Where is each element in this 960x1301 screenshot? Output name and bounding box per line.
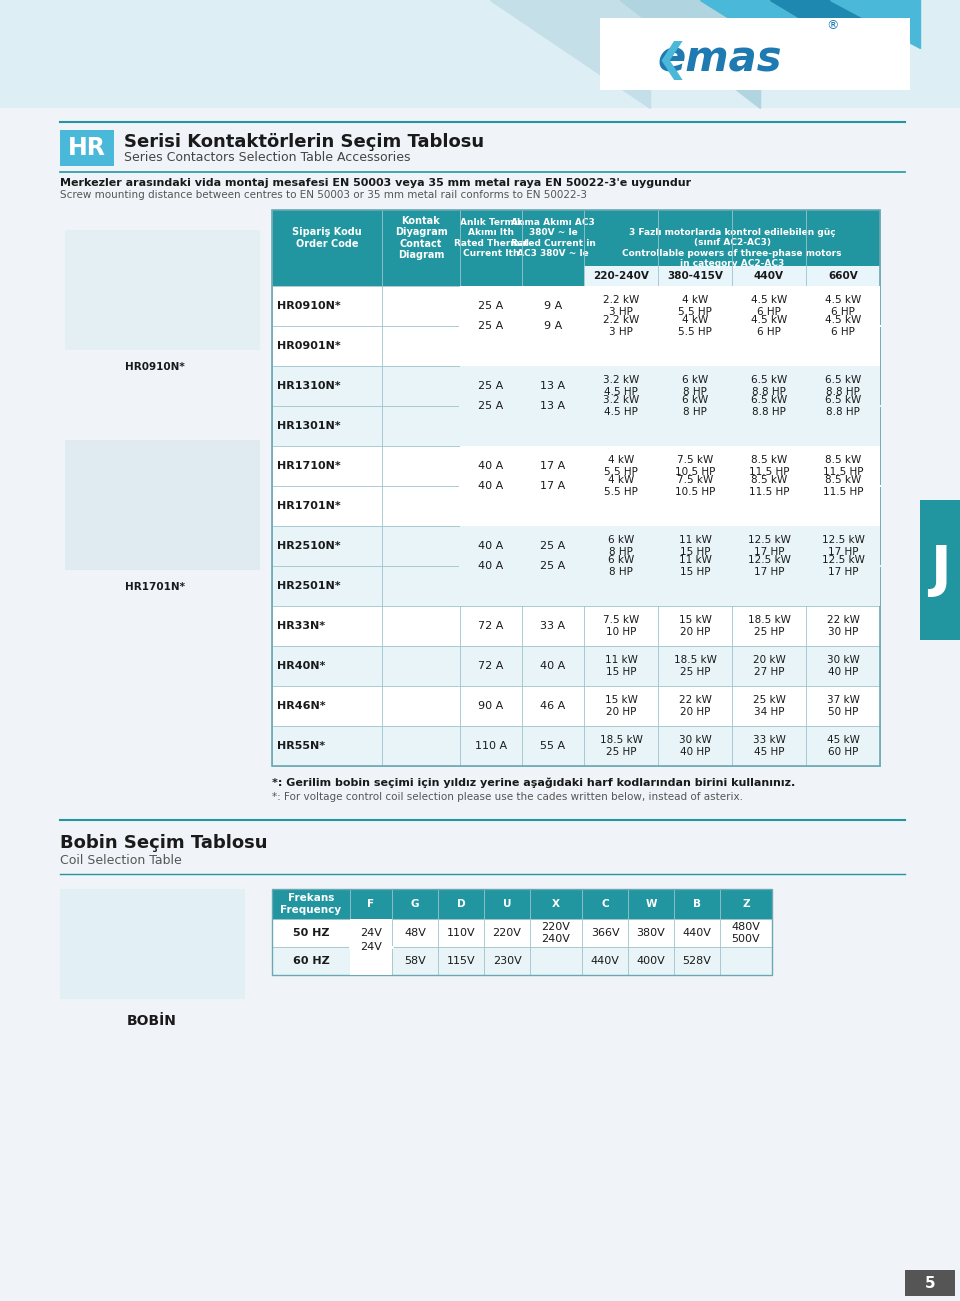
Text: 3 Fazlı motorlarda kontrol edilebilen güç
(sınıf AC2-AC3)
Controllable powers of: 3 Fazlı motorlarda kontrol edilebilen gü…: [622, 228, 842, 268]
Text: 18.5 kW
25 HP: 18.5 kW 25 HP: [674, 656, 716, 677]
Bar: [522, 526, 584, 606]
Text: 6 kW
8 HP: 6 kW 8 HP: [682, 375, 708, 397]
Text: W: W: [645, 899, 657, 909]
Text: HR2510N*: HR2510N*: [277, 541, 341, 552]
Bar: [522, 446, 584, 526]
Bar: [272, 209, 382, 265]
Bar: [732, 265, 806, 286]
Bar: [658, 446, 732, 526]
Text: 17 A: 17 A: [540, 481, 565, 490]
Bar: [0, 0, 960, 108]
Text: Merkezler arasındaki vida montaj mesafesi EN 50003 veya 35 mm metal raya EN 5002: Merkezler arasındaki vida montaj mesafes…: [60, 178, 691, 189]
Text: 11 kW
15 HP: 11 kW 15 HP: [679, 556, 711, 576]
Text: F: F: [368, 899, 374, 909]
Bar: [272, 406, 880, 446]
Bar: [806, 286, 880, 366]
Text: 30 kW
40 HP: 30 kW 40 HP: [827, 656, 859, 677]
Text: 12.5 kW
17 HP: 12.5 kW 17 HP: [748, 556, 790, 576]
Bar: [584, 286, 658, 366]
Bar: [522, 209, 584, 265]
Text: 4.5 kW
6 HP: 4.5 kW 6 HP: [751, 315, 787, 337]
Bar: [272, 487, 880, 526]
Text: HR0901N*: HR0901N*: [277, 341, 341, 351]
Text: 380V: 380V: [636, 928, 665, 938]
Text: 45 kW
60 HP: 45 kW 60 HP: [827, 735, 859, 757]
Text: 15 kW
20 HP: 15 kW 20 HP: [679, 615, 711, 636]
Polygon shape: [490, 0, 650, 108]
Bar: [272, 366, 880, 406]
Text: 9 A: 9 A: [544, 301, 563, 311]
Text: ®: ®: [826, 20, 838, 33]
Polygon shape: [700, 0, 820, 75]
Text: 2.2 kW
3 HP: 2.2 kW 3 HP: [603, 315, 639, 337]
Text: 8.5 kW
11.5 HP: 8.5 kW 11.5 HP: [749, 455, 789, 476]
Text: 25 A: 25 A: [478, 321, 504, 330]
Text: 480V
500V: 480V 500V: [732, 922, 760, 943]
Text: 24V: 24V: [360, 928, 382, 938]
Text: 25 A: 25 A: [478, 381, 504, 392]
Bar: [272, 889, 772, 974]
Text: 6.5 kW
8.8 HP: 6.5 kW 8.8 HP: [825, 396, 861, 416]
Bar: [272, 446, 880, 487]
Text: 33 A: 33 A: [540, 621, 565, 631]
Text: Coil Selection Table: Coil Selection Table: [60, 853, 181, 866]
Text: 4.5 kW
6 HP: 4.5 kW 6 HP: [751, 295, 787, 317]
Bar: [732, 366, 806, 446]
Text: 58V: 58V: [404, 956, 426, 967]
Text: 90 A: 90 A: [478, 701, 504, 712]
Text: 6.5 kW
8.8 HP: 6.5 kW 8.8 HP: [825, 375, 861, 397]
Bar: [658, 526, 732, 606]
Bar: [806, 446, 880, 526]
Bar: [584, 446, 658, 526]
Text: Sipariş Kodu
Order Code: Sipariş Kodu Order Code: [292, 228, 362, 248]
Text: 8.5 kW
11.5 HP: 8.5 kW 11.5 HP: [823, 455, 863, 476]
Bar: [272, 686, 880, 726]
Text: HR1310N*: HR1310N*: [277, 381, 341, 392]
Bar: [522, 286, 584, 366]
Text: C: C: [601, 899, 609, 909]
Bar: [460, 526, 522, 606]
Text: *: For voltage control coil selection please use the cades written below, instea: *: For voltage control coil selection pl…: [272, 792, 743, 801]
Text: 440V: 440V: [590, 956, 619, 967]
Text: Screw mounting distance between centres to EN 50003 or 35 mm metal rail conforms: Screw mounting distance between centres …: [60, 190, 587, 200]
Text: 25 A: 25 A: [478, 301, 504, 311]
Bar: [658, 265, 732, 286]
Text: 12.5 kW
17 HP: 12.5 kW 17 HP: [822, 535, 864, 557]
Text: 4.5 kW
6 HP: 4.5 kW 6 HP: [825, 315, 861, 337]
Bar: [272, 209, 880, 766]
Text: Frekans
Frequency: Frekans Frequency: [280, 894, 342, 915]
Text: G: G: [411, 899, 420, 909]
Text: 25 kW
34 HP: 25 kW 34 HP: [753, 695, 785, 717]
Text: HR1710N*: HR1710N*: [277, 461, 341, 471]
Text: HR0910N*: HR0910N*: [125, 362, 185, 372]
Text: 9 A: 9 A: [544, 321, 563, 330]
Text: 60 HZ: 60 HZ: [293, 956, 329, 967]
Text: BOBİN: BOBİN: [127, 1013, 177, 1028]
Text: 220V: 220V: [492, 928, 521, 938]
Bar: [522, 366, 584, 446]
Text: 22 kW
30 HP: 22 kW 30 HP: [827, 615, 859, 636]
Text: J: J: [929, 543, 950, 597]
Text: 440V: 440V: [754, 271, 784, 281]
Text: HR1701N*: HR1701N*: [277, 501, 341, 511]
Text: 230V: 230V: [492, 956, 521, 967]
Text: HR2501N*: HR2501N*: [277, 582, 341, 591]
Bar: [460, 209, 522, 265]
Polygon shape: [770, 0, 870, 60]
Text: 12.5 kW
17 HP: 12.5 kW 17 HP: [822, 556, 864, 576]
Text: Bobin Seçim Tablosu: Bobin Seçim Tablosu: [60, 834, 268, 852]
Text: Kontak
Diyagram
Contact
Diagram: Kontak Diyagram Contact Diagram: [395, 216, 447, 260]
Bar: [806, 265, 880, 286]
Text: Z: Z: [742, 899, 750, 909]
Text: 4 kW
5.5 HP: 4 kW 5.5 HP: [678, 315, 712, 337]
Bar: [272, 647, 880, 686]
Text: 7.5 kW
10.5 HP: 7.5 kW 10.5 HP: [675, 475, 715, 497]
Bar: [272, 526, 880, 566]
Text: 20 kW
27 HP: 20 kW 27 HP: [753, 656, 785, 677]
Text: 72 A: 72 A: [478, 661, 504, 671]
Text: 5: 5: [924, 1275, 935, 1291]
Bar: [350, 919, 392, 974]
Text: 55 A: 55 A: [540, 742, 565, 751]
Text: 110V: 110V: [446, 928, 475, 938]
Text: 46 A: 46 A: [540, 701, 565, 712]
